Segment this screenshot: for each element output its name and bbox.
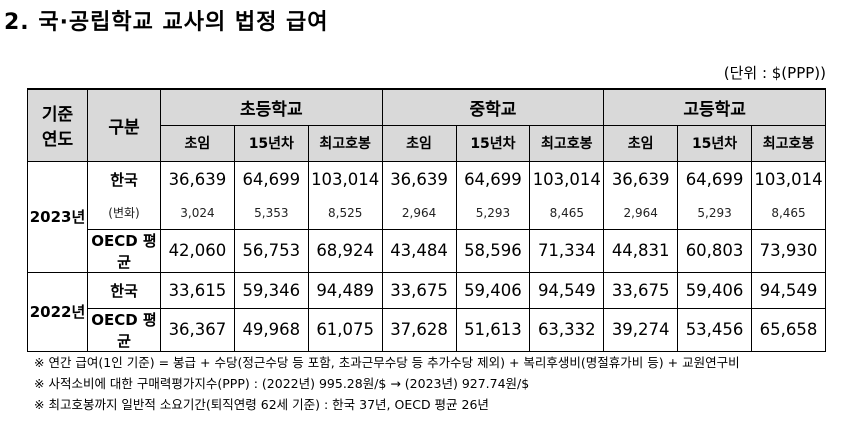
value-cell: 2,964 (381, 197, 457, 230)
header-cell: 고등학교 (603, 88, 826, 126)
value-cell: 36,639 (381, 160, 457, 197)
value-cell: 61,075 (307, 307, 383, 352)
value-cell: 8,525 (307, 197, 383, 230)
salary-table: 기준 연도 구분 초등학교 중학교 고등학교 초임 15년차 최고호봉 초임 15년차 최고호봉 초임… (27, 88, 826, 352)
value-cell: 64,699 (677, 160, 752, 197)
value-cell: 2,964 (603, 197, 679, 230)
year-cell: 2022년 (27, 271, 88, 352)
value-cell: 94,489 (307, 271, 383, 309)
header-cell: 구분 (87, 88, 161, 162)
value-cell: 33,675 (381, 271, 457, 309)
title: 2. 국·공립학교 교사의 법정 급여 (4, 10, 329, 35)
value-cell: 59,406 (455, 271, 531, 309)
row-label: OECD 평균 (87, 307, 161, 352)
value-cell: 103,014 (307, 160, 383, 197)
header-cell: 중학교 (381, 88, 605, 126)
value-cell: 71,334 (529, 228, 605, 273)
value-cell: 43,484 (381, 228, 457, 273)
value-cell: 44,831 (603, 228, 679, 273)
header-cell: 초등학교 (160, 88, 383, 126)
value-cell: 59,346 (233, 271, 309, 309)
sub-header-cell: 최고호봉 (307, 124, 383, 162)
value-cell: 42,060 (160, 228, 235, 273)
header-row: 초임 15년차 최고호봉 초임 15년차 최고호봉 초임 15년차 최고호봉 (28, 124, 826, 162)
data-row: 2023년 한국 36,639 64,699 103,014 36,639 64,699 10… (27, 160, 826, 273)
value-cell: 63,332 (529, 307, 605, 352)
header-row: 기준 연도 구분 초등학교 중학교 고등학교 (27, 88, 826, 162)
sub-header-cell: 최고호봉 (529, 124, 605, 162)
data-row: OECD 평균 42,060 56,753 68,924 43,484 58,596 71,… (28, 228, 826, 273)
value-cell: 65,658 (751, 307, 826, 352)
row-label: 한국 (87, 160, 161, 197)
value-cell: 5,353 (233, 197, 309, 230)
value-cell: 5,293 (677, 197, 752, 230)
value-cell: 5,293 (455, 197, 531, 230)
value-cell: 33,615 (160, 271, 235, 309)
value-cell: 103,014 (751, 160, 826, 197)
data-row: (변화) 3,024 5,353 8,525 2,964 5,293 8,465 2,964 5… (28, 197, 826, 230)
sub-header-cell: 초임 (603, 124, 679, 162)
value-cell: 36,639 (160, 160, 235, 197)
sub-header-cell: 15년차 (233, 124, 309, 162)
value-cell: 3,024 (160, 197, 235, 230)
sub-header-cell: 최고호봉 (751, 124, 826, 162)
row-label: 한국 (87, 271, 161, 309)
value-cell: 37,628 (381, 307, 457, 352)
unit: (단위 : $(PPP)) (723, 64, 826, 82)
note: ※ 연간 급여(1인 기준) = 봉급 + 수당(정근수당 등 포함, 초과근무… (34, 355, 740, 370)
value-cell: 49,968 (233, 307, 309, 352)
value-cell: 8,465 (529, 197, 605, 230)
value-cell: 73,930 (751, 228, 826, 273)
note: ※ 최고호봉까지 일반적 소요기간(퇴직연령 62세 기준) : 한국 37년,… (34, 397, 489, 412)
sub-header-cell: 15년차 (677, 124, 752, 162)
year-cell: 2023년 (27, 160, 88, 273)
data-row: 2022년 한국 33,615 59,346 94,489 33,675 59,406 94,… (27, 271, 826, 352)
value-cell: 53,456 (677, 307, 752, 352)
note: ※ 사적소비에 대한 구매력평가지수(PPP) : (2022년) 995.28… (34, 376, 530, 391)
data-row: OECD 평균 36,367 49,968 61,075 37,628 51,613 63,… (28, 307, 826, 352)
row-label: (변화) (87, 197, 161, 230)
value-cell: 103,014 (529, 160, 605, 197)
value-cell: 94,549 (751, 271, 826, 309)
header-cell: 기준 연도 (27, 88, 88, 162)
value-cell: 94,549 (529, 271, 605, 309)
notes: ※ 연간 급여(1인 기준) = 봉급 + 수당(정근수당 등 포함, 초과근무… (34, 352, 740, 415)
value-cell: 58,596 (455, 228, 531, 273)
value-cell: 64,699 (455, 160, 531, 197)
value-cell: 60,803 (677, 228, 752, 273)
value-cell: 51,613 (455, 307, 531, 352)
value-cell: 36,367 (160, 307, 235, 352)
row-label: OECD 평균 (87, 228, 161, 273)
value-cell: 59,406 (677, 271, 752, 309)
value-cell: 33,675 (603, 271, 679, 309)
value-cell: 56,753 (233, 228, 309, 273)
value-cell: 36,639 (603, 160, 679, 197)
value-cell: 68,924 (307, 228, 383, 273)
value-cell: 39,274 (603, 307, 679, 352)
sub-header-cell: 초임 (160, 124, 235, 162)
value-cell: 8,465 (751, 197, 826, 230)
value-cell: 64,699 (233, 160, 309, 197)
sub-header-cell: 초임 (381, 124, 457, 162)
sub-header-cell: 15년차 (455, 124, 531, 162)
